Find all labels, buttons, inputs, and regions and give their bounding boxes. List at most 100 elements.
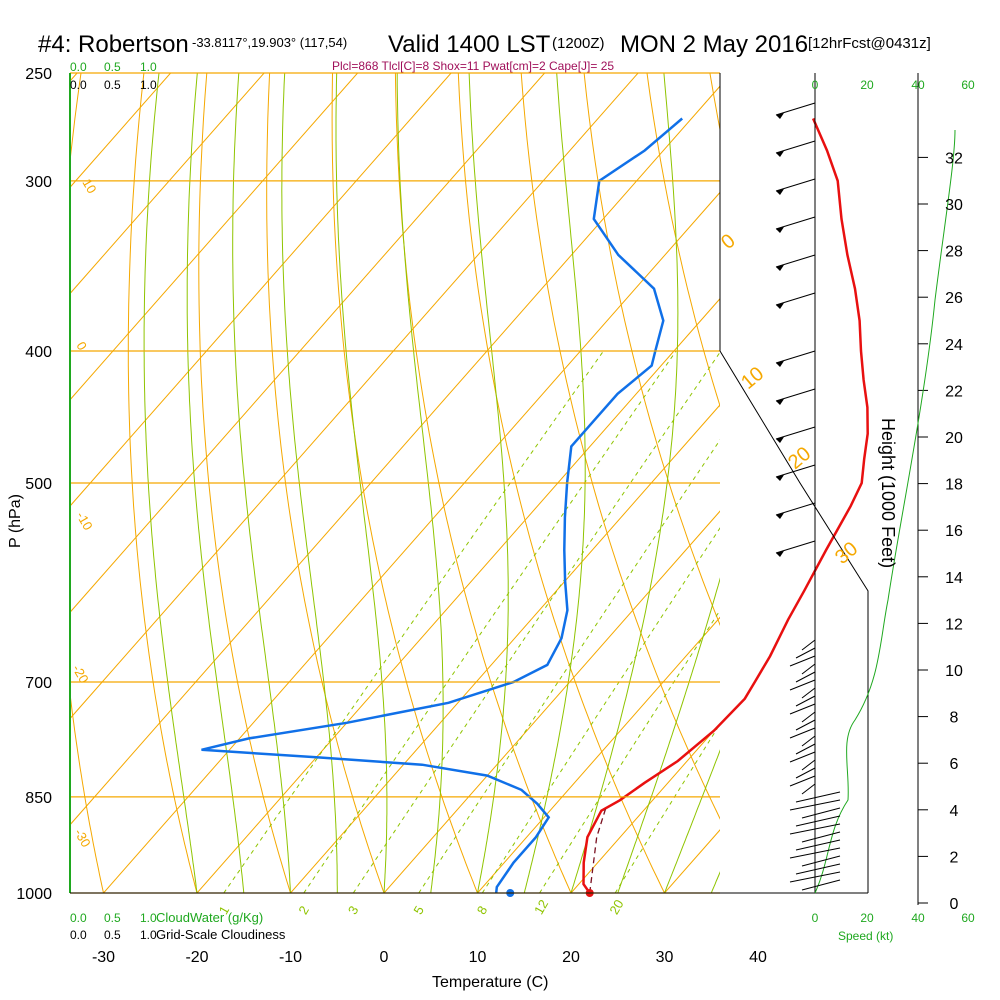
cloudwater-scale-bottom: 0.5 [104,911,121,925]
dry-adiabat-line [583,73,720,627]
height-tick-label: 8 [950,710,959,727]
wind-barb [801,639,816,651]
temperature-tick-label: -20 [185,949,208,966]
cloudwater-scale-top: 0.0 [70,60,87,74]
wind-barb [775,292,816,306]
temperature-tick-label: 0 [380,949,389,966]
wind-barb-flag [776,475,784,481]
moist-adiabat-line [335,73,388,894]
wind-barb-flag [776,399,784,405]
sounding-profiles [201,117,869,897]
isotherm-line [70,73,265,295]
pressure-tick-label: 400 [25,344,52,361]
isotherm-line [70,73,358,401]
wind-barb [775,102,816,116]
tropopause-line [719,350,869,893]
height-tick-label: 16 [945,523,963,540]
wind-barb [789,703,816,715]
pressure-tick-label: 300 [25,174,52,191]
cloudwater-scale-bottom: 1.0 [140,911,157,925]
wind-barb [775,350,816,364]
wind-barb [795,671,816,683]
speed-tick-bottom: 60 [961,911,975,925]
height-tick-label: 30 [945,197,963,214]
speed-tick-top: 60 [961,78,975,92]
dry-adiabat-line [70,73,104,894]
wind-barb [789,823,841,835]
station-coords: -33.8117°,19.903° (117,54) [192,35,347,50]
wind-barb [789,871,841,883]
wind-barb [795,767,816,779]
cloudwater-label: CloudWater (g/Kg) [156,910,263,925]
mixing-ratio-line [539,609,720,894]
wind-barb-flag [776,437,784,443]
wind-barb [801,807,841,819]
mixing-ratio-line [481,527,720,894]
moist-adiabat-line [523,73,586,894]
wind-barb-flag [776,551,784,557]
height-tick-label: 4 [950,803,959,820]
mixing-ratio-line [223,350,604,894]
mixing-ratio-line [352,351,720,894]
dry-adiabat-line [331,73,478,894]
cloudwater-scale-bottom: 0.0 [70,911,87,925]
wind-barb [801,879,841,891]
height-tick-label: 6 [950,756,959,773]
wind-barb [789,847,841,859]
height-tick-label: 10 [945,663,963,680]
height-tick-label: 18 [945,477,963,494]
moist-adiabat-line [143,73,198,894]
cloudwater-scale-top: 1.0 [140,60,157,74]
mixing-ratio-line [614,723,720,894]
cloudiness-scale-bottom: 0.5 [104,928,121,942]
dry-adiabat-line [457,73,665,894]
wind-panel [775,73,956,894]
temperature-tick-label: -30 [92,949,115,966]
height-tick-label: 2 [950,849,959,866]
height-tick-label: 12 [945,616,963,633]
axes [69,72,928,905]
moist-adiabat-line [664,749,720,894]
wind-barb [801,687,816,699]
wind-barb [801,711,816,723]
height-tick-label: 0 [950,896,959,913]
temperature-tick-label: 30 [656,949,674,966]
isotherm-label: -10 [73,509,95,533]
speed-label: Speed (kt) [838,929,893,943]
wind-barb [801,783,816,795]
moist-adiabat-line [232,73,291,894]
pressure-tick-label: 700 [25,675,52,692]
wind-barb-flag [776,113,784,119]
wind-barb [801,831,841,843]
height-tick-label: 28 [945,244,963,261]
speed-tick-top: 0 [812,78,819,92]
dry-adiabat-line [646,73,720,408]
wind-barb [789,775,816,787]
wind-barb [795,743,816,755]
mixing-ratio-label: 5 [410,903,427,917]
forecast-label: [12hrFcst@0431z] [808,35,931,52]
wind-barb-flag [776,361,784,367]
mixing-ratio-line [418,439,720,894]
speed-tick-bottom: 0 [812,911,819,925]
dry-adiabat-line [394,73,572,894]
temperature-tick-label: -10 [279,949,302,966]
isotherm-line [477,616,720,894]
dry-adiabat-line [198,73,291,894]
dry-adiabat-line [266,73,385,894]
wind-barb [775,216,816,230]
pressure-tick-label: 250 [25,66,52,83]
pressure-tick-label: 1000 [16,886,52,903]
wind-barb [801,663,816,675]
wind-barb-flag [776,303,784,309]
moist-adiabat-line [281,73,338,893]
y-axis-title: P (hPa) [7,494,24,548]
height-tick-label: 24 [945,337,963,354]
wind-barb [795,695,816,707]
moist-adiabat-line [186,73,245,894]
wind-barb [775,388,816,402]
mixing-ratio-label: 20 [606,897,626,917]
parcel-profile [589,809,607,894]
mixing-ratio-label: 3 [345,903,362,917]
